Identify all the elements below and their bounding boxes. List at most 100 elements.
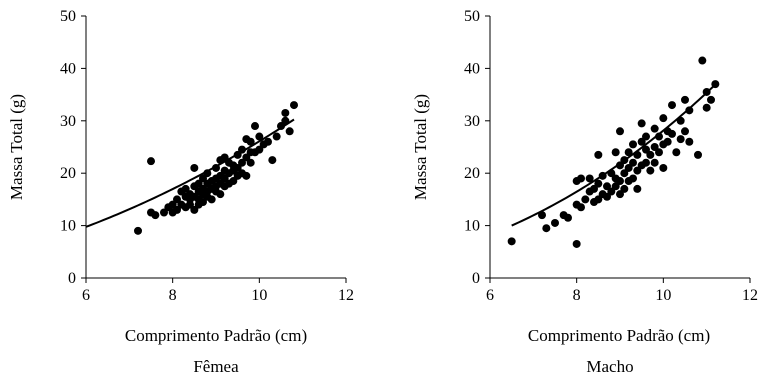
data-point-macho [611,148,620,157]
axes-femea [81,15,347,283]
data-point-macho [629,158,637,167]
data-point-femea [251,122,259,131]
data-point-femea [246,158,255,167]
data-point-femea [246,137,255,146]
data-point-macho [672,148,681,157]
y-tick-label-macho: 30 [464,113,480,130]
data-point-macho [655,148,663,157]
x-tick-label-femea: 8 [169,287,177,304]
x-tick-label-macho: 12 [742,287,758,304]
data-point-macho [676,116,685,125]
data-point-femea [147,157,155,166]
data-point-macho [685,137,694,146]
data-point-femea [281,108,290,117]
data-point-macho [702,103,711,112]
data-point-macho [507,237,516,246]
data-point-macho [616,177,624,186]
data-point-macho [711,80,720,89]
data-point-femea [212,163,220,172]
data-point-macho [629,140,637,149]
data-point-macho [646,150,655,159]
data-point-macho [659,163,668,172]
y-tick-label-femea: 0 [68,270,76,287]
data-point-femea [190,163,199,172]
y-tick-label-macho: 0 [472,270,480,287]
data-point-femea [272,132,281,141]
data-point-macho [633,150,642,159]
x-axis-title-femea: Comprimento Padrão (cm) [125,326,307,345]
data-point-macho [538,211,546,220]
data-point-macho [585,174,594,183]
data-point-macho [551,218,559,227]
x-tick-label-femea: 6 [82,287,90,304]
data-point-macho [624,148,633,157]
data-point-macho [616,127,624,136]
trend-line-macho [511,83,717,227]
y-tick-label-macho: 10 [464,218,480,235]
data-point-macho [572,239,581,248]
x-tick-label-macho: 10 [655,287,671,304]
panel-caption-femea: Fêmea [193,357,239,376]
data-point-macho [620,156,629,165]
data-point-macho [646,166,655,175]
y-tick-label-femea: 30 [60,113,76,130]
data-point-femea [285,127,294,136]
data-point-macho [642,158,650,167]
tick-labels-femea: 0 10 20 30 40 50 6 8 10 12 [60,8,354,304]
data-point-macho [668,101,676,110]
data-point-femea [134,226,142,235]
y-tick-label-femea: 10 [60,218,76,235]
data-point-macho [663,137,672,146]
data-point-macho [637,119,646,128]
data-point-macho [685,106,694,115]
y-axis-title-macho: Massa Total (g) [411,94,430,200]
data-point-femea [242,171,251,180]
data-point-femea [268,156,277,165]
chart-panel-femea: 0 10 20 30 40 50 6 8 10 12 Comprimento Padrão (cm… [7,8,354,376]
data-point-macho [707,95,715,104]
data-point-macho [659,114,668,123]
data-point-femea [207,195,216,204]
data-point-macho [655,132,663,141]
y-axis-title-femea: Massa Total (g) [7,94,26,200]
data-point-macho [702,87,711,96]
data-point-macho [668,129,676,138]
data-point-macho [681,127,689,136]
data-point-macho [564,213,572,222]
data-point-macho [676,135,685,144]
data-point-macho [642,132,650,141]
y-tick-label-femea: 20 [60,165,76,182]
y-tick-label-femea: 50 [60,8,76,25]
data-point-macho [577,174,585,183]
x-tick-label-macho: 8 [573,287,581,304]
y-tick-label-macho: 50 [464,8,480,25]
data-point-macho [681,95,689,104]
data-point-femea [281,116,290,125]
y-tick-label-macho: 40 [464,60,480,77]
tick-labels-macho: 0 10 20 30 40 50 6 8 10 12 [464,8,758,304]
data-point-macho [577,203,585,212]
data-point-macho [650,158,659,167]
data-point-femea [290,101,298,110]
data-point-macho [633,184,642,193]
data-point-macho [620,184,629,193]
data-point-femea [238,145,246,154]
data-point-macho [650,124,659,133]
x-tick-label-femea: 12 [338,287,354,304]
y-tick-label-femea: 40 [60,60,76,77]
data-point-macho [542,224,551,233]
data-point-macho [581,195,590,204]
data-point-macho [629,174,637,183]
trend-layer-macho [511,83,717,227]
data-point-femea [203,169,212,178]
y-tick-label-macho: 20 [464,165,480,182]
data-point-macho [698,56,707,65]
data-point-femea [216,190,225,199]
x-tick-label-macho: 6 [486,287,494,304]
points-layer-macho [507,56,720,248]
points-layer-femea [134,101,298,235]
trend-layer-femea [85,118,295,228]
data-point-femea [151,211,160,220]
